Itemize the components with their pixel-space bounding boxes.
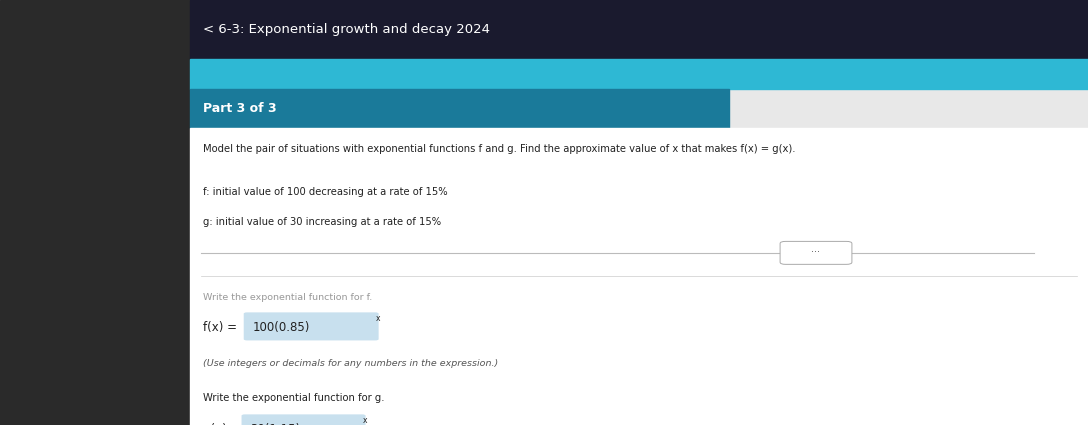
- Text: 30(1.15): 30(1.15): [250, 423, 300, 425]
- Text: < 6-3: Exponential growth and decay 2024: < 6-3: Exponential growth and decay 2024: [203, 23, 491, 36]
- Text: g(x) =: g(x) =: [203, 423, 245, 425]
- Text: x: x: [362, 416, 367, 425]
- Text: Write the exponential function for f.: Write the exponential function for f.: [203, 293, 373, 302]
- FancyBboxPatch shape: [242, 414, 366, 425]
- Bar: [0, 0, 190, 425]
- Text: 100(0.85): 100(0.85): [252, 321, 310, 334]
- Bar: [190, 128, 1088, 425]
- Text: ···: ···: [812, 247, 820, 258]
- FancyBboxPatch shape: [244, 312, 379, 340]
- Text: f: initial value of 100 decreasing at a rate of 15%: f: initial value of 100 decreasing at a …: [203, 187, 448, 197]
- Text: x: x: [375, 314, 380, 323]
- Text: Write the exponential function for g.: Write the exponential function for g.: [203, 393, 385, 403]
- FancyBboxPatch shape: [780, 241, 852, 264]
- Text: Part 3 of 3: Part 3 of 3: [203, 102, 277, 115]
- Bar: [190, 60, 1088, 89]
- Text: f(x) =: f(x) =: [203, 321, 242, 334]
- Bar: [190, 0, 1088, 60]
- Bar: [190, 89, 729, 128]
- Text: g: initial value of 30 increasing at a rate of 15%: g: initial value of 30 increasing at a r…: [203, 217, 442, 227]
- Text: (Use integers or decimals for any numbers in the expression.): (Use integers or decimals for any number…: [203, 359, 498, 368]
- Text: Model the pair of situations with exponential functions f and g. Find the approx: Model the pair of situations with expone…: [203, 144, 796, 155]
